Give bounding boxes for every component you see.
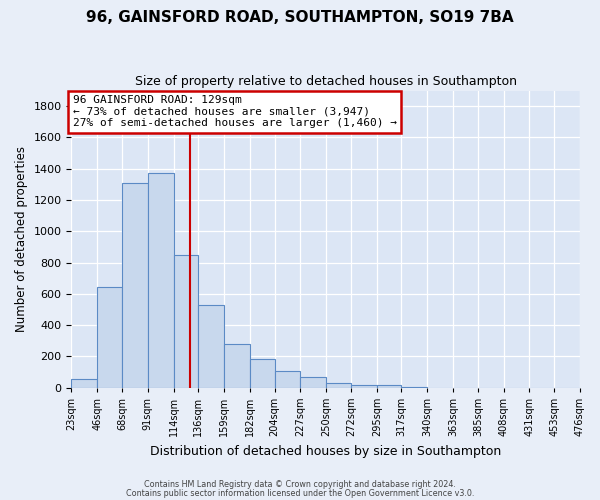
Bar bbox=[377, 386, 401, 388]
Bar bbox=[301, 378, 326, 388]
Bar bbox=[122, 183, 148, 388]
Y-axis label: Number of detached properties: Number of detached properties bbox=[15, 146, 28, 332]
Bar bbox=[224, 344, 250, 388]
Bar bbox=[250, 360, 275, 388]
Bar bbox=[173, 254, 198, 388]
Title: Size of property relative to detached houses in Southampton: Size of property relative to detached ho… bbox=[135, 75, 517, 88]
Bar bbox=[198, 305, 224, 388]
Bar bbox=[351, 384, 377, 388]
Bar bbox=[401, 387, 427, 388]
Bar bbox=[275, 371, 301, 388]
Bar bbox=[71, 379, 97, 388]
Bar bbox=[97, 287, 122, 388]
Bar bbox=[148, 172, 173, 388]
Text: 96, GAINSFORD ROAD, SOUTHAMPTON, SO19 7BA: 96, GAINSFORD ROAD, SOUTHAMPTON, SO19 7B… bbox=[86, 10, 514, 25]
Text: 96 GAINSFORD ROAD: 129sqm
← 73% of detached houses are smaller (3,947)
27% of se: 96 GAINSFORD ROAD: 129sqm ← 73% of detac… bbox=[73, 95, 397, 128]
Text: Contains public sector information licensed under the Open Government Licence v3: Contains public sector information licen… bbox=[126, 488, 474, 498]
Text: Contains HM Land Registry data © Crown copyright and database right 2024.: Contains HM Land Registry data © Crown c… bbox=[144, 480, 456, 489]
Bar bbox=[326, 383, 351, 388]
X-axis label: Distribution of detached houses by size in Southampton: Distribution of detached houses by size … bbox=[150, 444, 502, 458]
